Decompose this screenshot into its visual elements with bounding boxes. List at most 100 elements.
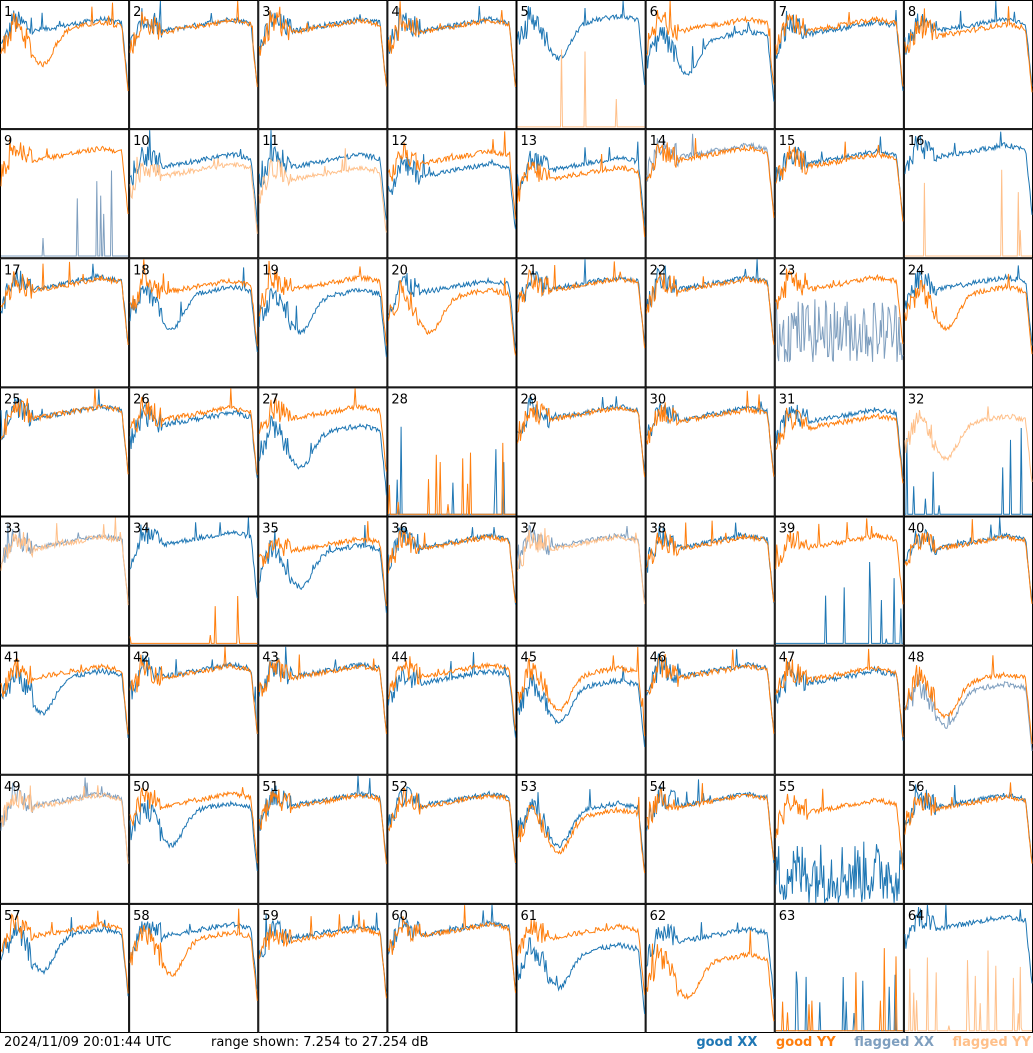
series-yy-good <box>904 655 1033 745</box>
panel-frame <box>516 387 646 517</box>
panel-number: 53 <box>521 780 538 795</box>
series-yy-good <box>646 390 775 477</box>
series-xx-good <box>387 5 516 88</box>
series-xx-good <box>129 921 258 990</box>
panel-number: 9 <box>4 134 12 149</box>
panel-55: 55 <box>774 774 904 904</box>
legend-flagged-xx: flagged XX <box>854 1035 934 1050</box>
series-xx-good <box>775 660 904 741</box>
panel-frame <box>0 129 130 259</box>
panel-54: 54 <box>645 774 775 904</box>
panel-19: 19 <box>258 258 388 388</box>
panel-number: 45 <box>521 651 538 666</box>
series-yy-good <box>0 658 129 735</box>
panel-number: 26 <box>133 392 150 407</box>
series-xx-good <box>258 414 387 496</box>
panel-number: 35 <box>262 522 279 537</box>
series-xx-flagged <box>0 777 129 860</box>
series-yy-flagged <box>0 517 129 606</box>
series-xx-good <box>129 404 258 479</box>
series-xx-good <box>0 917 129 997</box>
panel-33: 33 <box>0 516 130 646</box>
series-yy-good <box>387 656 516 731</box>
series-xx-good <box>517 0 646 86</box>
series-yy-good <box>0 138 129 215</box>
series-xx-good <box>129 517 258 599</box>
series-yy-good <box>517 153 646 238</box>
series-xx-flagged <box>775 299 904 363</box>
series-xx-good <box>646 779 775 864</box>
panel-number: 43 <box>262 651 279 666</box>
panel-16: 16 <box>903 129 1033 259</box>
panel-frame <box>903 0 1033 130</box>
panel-11: 11 <box>258 129 388 259</box>
panel-32: 32 <box>903 387 1033 517</box>
series-yy-good <box>258 521 387 606</box>
panel-number: 10 <box>133 134 150 149</box>
panel-57: 57 <box>0 903 130 1033</box>
legend-flagged-yy: flagged YY <box>952 1035 1032 1050</box>
panel-15: 15 <box>774 129 904 259</box>
series-xx-good <box>387 272 516 349</box>
panel-5: 5 <box>516 0 646 130</box>
series-yy-flagged <box>517 49 645 128</box>
series-yy-flagged <box>0 785 129 864</box>
panel-frame <box>645 516 775 646</box>
panel-17: 17 <box>0 258 130 388</box>
series-xx-good <box>775 136 904 220</box>
panel-26: 26 <box>129 387 259 517</box>
panel-43: 43 <box>258 645 388 775</box>
panel-18: 18 <box>129 258 259 388</box>
panel-frame <box>129 258 259 388</box>
panel-frame <box>774 774 904 904</box>
panel-number: 17 <box>4 263 21 278</box>
series-yy-good <box>387 277 516 356</box>
series-xx-good <box>258 130 387 220</box>
panel-number: 62 <box>650 909 667 924</box>
panel-49: 49 <box>0 774 130 904</box>
panel-56: 56 <box>903 774 1033 904</box>
panel-44: 44 <box>387 645 517 775</box>
series-yy-good <box>258 789 387 865</box>
series-yy-good <box>258 6 387 87</box>
panel-number: 57 <box>4 909 21 924</box>
panel-number: 22 <box>650 263 667 278</box>
legend-good-yy: good YY <box>775 1035 836 1050</box>
panel-4: 4 <box>387 0 517 130</box>
panel-number: 29 <box>521 392 538 407</box>
panel-23: 23 <box>774 258 904 388</box>
panel-47: 47 <box>774 645 904 775</box>
panel-number: 32 <box>908 392 925 407</box>
panel-number: 1 <box>4 5 12 20</box>
panel-frame <box>903 129 1033 259</box>
series-yy-good <box>129 0 258 87</box>
panel-number: 4 <box>391 5 399 20</box>
panel-number: 16 <box>908 134 925 149</box>
panel-frame <box>774 0 904 130</box>
panel-frame <box>516 129 646 259</box>
series-yy-good <box>775 948 903 1032</box>
panel-number: 24 <box>908 263 925 278</box>
panel-frame <box>774 645 904 775</box>
panel-41: 41 <box>0 645 130 775</box>
panel-10: 10 <box>129 129 259 259</box>
panel-number: 59 <box>262 909 279 924</box>
panel-58: 58 <box>129 903 259 1033</box>
panel-28: 28 <box>387 387 517 517</box>
panel-frame <box>258 129 388 259</box>
series-yy-good <box>646 930 775 1022</box>
series-yy-good <box>129 595 258 644</box>
panel-64: 64 <box>903 903 1033 1033</box>
series-xx-good <box>775 841 904 904</box>
series-yy-flagged <box>517 528 646 604</box>
panel-number: 38 <box>650 522 667 537</box>
panel-14: 14 <box>645 129 775 259</box>
panel-2: 2 <box>129 0 259 130</box>
panel-29: 29 <box>516 387 646 517</box>
panel-number: 15 <box>779 134 796 149</box>
panel-number: 20 <box>391 263 408 278</box>
series-xx-good <box>129 654 258 735</box>
series-xx-good <box>517 789 646 871</box>
series-xx-good <box>387 652 516 738</box>
panel-frame <box>774 903 904 1033</box>
